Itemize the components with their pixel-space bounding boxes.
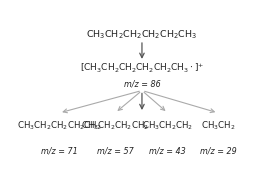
Text: $\mathregular{CH_3CH_2}$: $\mathregular{CH_3CH_2}$ [201,119,235,132]
Text: $\mathregular{CH_3CH_2CH_2CH_2}$: $\mathregular{CH_3CH_2CH_2CH_2}$ [81,119,149,132]
Text: $\mathregular{CH_3CH_2CH_2CH_2CH_2}$: $\mathregular{CH_3CH_2CH_2CH_2CH_2}$ [17,119,102,132]
Text: m/z = 86: m/z = 86 [124,79,160,88]
Text: m/z = 71: m/z = 71 [41,146,78,155]
Text: $\mathregular{CH_3CH_2CH_2CH_2CH_2CH_3}$: $\mathregular{CH_3CH_2CH_2CH_2CH_2CH_3}$ [86,28,198,41]
Text: $\mathregular{[CH_3CH_2CH_2CH_2CH_2CH_3 \cdot]^{+}}$: $\mathregular{[CH_3CH_2CH_2CH_2CH_2CH_3 … [80,62,204,75]
Text: $\mathregular{CH_3CH_2CH_2}$: $\mathregular{CH_3CH_2CH_2}$ [142,119,193,132]
Text: m/z = 57: m/z = 57 [97,146,134,155]
Text: m/z = 29: m/z = 29 [200,146,237,155]
Text: m/z = 43: m/z = 43 [149,146,186,155]
